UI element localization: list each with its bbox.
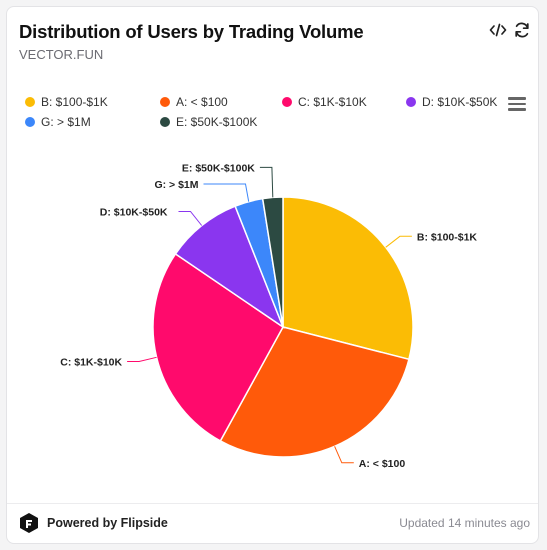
chart-legend: B: $100-$1K A: < $100 C: $1K-$10K D: $10K-$… [25,95,497,135]
chart-title: Distribution of Users by Trading Volume [19,21,364,42]
pie-slice[interactable] [174,205,285,329]
legend-item[interactable]: E: $50K-$100K [160,115,257,129]
legend-label: C: $1K-$10K [298,95,367,109]
leader-line [203,183,250,202]
legend-label: A: < $100 [176,95,228,109]
legend-item[interactable]: C: $1K-$10K [282,95,367,109]
leader-line [385,235,412,248]
legend-color-dot [282,97,292,107]
slice-label: C: $1K-$10K [60,357,122,369]
legend-item[interactable]: B: $100-$1K [25,95,108,109]
legend-color-dot [406,97,416,107]
pie-chart: B: $100-$1K A: < $100 C: $1K-$10K D: $10K-$… [60,162,478,470]
legend-label: E: $50K-$100K [176,115,258,129]
legend-color-dot [25,97,35,107]
slice-label: E: $50K-$100K [182,162,255,174]
leader-line [178,211,203,226]
legend-color-dot [160,97,170,107]
hamburger-menu-icon[interactable] [508,97,526,111]
legend-item[interactable]: D: $10K-$50K [406,95,497,109]
slice-label: B: $100-$1K [417,231,478,243]
flipside-logo [20,513,38,533]
chart-subtitle: VECTOR.FUN [19,47,104,62]
legend-label: D: $10K-$50K [422,95,498,109]
updated-timestamp: Updated 14 minutes ago [399,516,530,530]
footer-divider [7,503,538,504]
pie-slice[interactable] [152,252,284,442]
pie-slice[interactable] [282,196,414,361]
legend-label: G: > $1M [41,115,91,129]
leader-line [127,356,157,362]
powered-by-link[interactable]: Powered by Flipside [47,516,168,530]
legend-color-dot [25,117,35,127]
legend-item[interactable]: G: > $1M [25,115,91,129]
chart-card: Distribution of Users by Trading Volume … [6,6,539,544]
slice-label: A: < $100 [359,458,406,470]
legend-label: B: $100-$1K [41,95,108,109]
code-icon[interactable] [489,21,507,39]
refresh-icon[interactable] [513,21,531,39]
pie-slice[interactable] [261,196,284,328]
slice-label: D: $10K-$50K [100,207,168,219]
pie-slice[interactable] [219,326,410,458]
leader-line [259,166,274,198]
slice-label: G: > $1M [154,179,198,191]
legend-color-dot [160,117,170,127]
legend-item[interactable]: A: < $100 [160,95,228,109]
leader-line [334,446,354,464]
